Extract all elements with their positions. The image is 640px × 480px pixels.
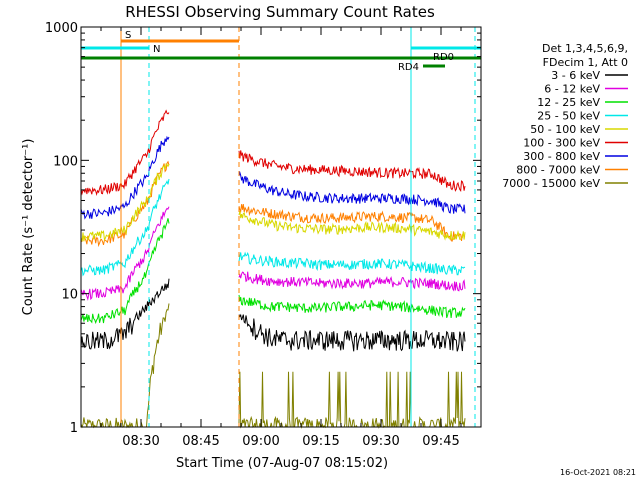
series-4-line [80, 178, 170, 277]
axes: 1 10 100 1000 08:30 08:45 09:00 09:15 09:30 09:45 [45, 21, 482, 449]
flag-label-rd0: RD0 [433, 52, 454, 63]
legend-header: FDecim 1, Att 0 [543, 56, 628, 69]
legend-entry-label: 300 - 800 keV [523, 150, 600, 163]
series-7 [80, 135, 466, 220]
series-1 [80, 278, 466, 352]
x-tick-label: 08:45 [182, 434, 219, 449]
series-7-line [80, 135, 170, 220]
series-1-line [80, 278, 170, 350]
series-8-line [80, 160, 170, 248]
legend-entry-label: 25 - 50 keV [537, 110, 600, 123]
legend-entry-label: 100 - 300 keV [523, 137, 600, 150]
series-1-line [238, 313, 466, 352]
chart-title: RHESSI Observing Summary Count Rates [125, 3, 435, 21]
x-tick-label: 09:00 [242, 434, 279, 449]
legend-header: Det 1,3,4,5,6,9, [542, 42, 628, 55]
series-4 [80, 178, 466, 277]
series-9-line [80, 303, 170, 429]
timestamp: 16-Oct-2021 08:21 [560, 468, 636, 477]
series-3-line [80, 218, 170, 325]
x-axis-label: Start Time (07-Aug-07 08:15:02) [176, 456, 388, 471]
series-3 [80, 218, 466, 325]
y-tick-label: 1000 [45, 21, 78, 36]
series-9 [80, 303, 466, 429]
series-5-line [238, 211, 466, 241]
x-tick-label: 09:15 [302, 434, 339, 449]
legend-entry-label: 800 - 7000 keV [516, 164, 600, 177]
series-6-line [238, 150, 466, 193]
y-tick-label: 1 [70, 421, 78, 436]
series-8-line [238, 204, 466, 243]
x-tick-label: 08:30 [122, 434, 159, 449]
series-7-line [238, 170, 466, 214]
flag-label-n: N [153, 44, 160, 55]
legend-entry-label: 6 - 12 keV [544, 83, 600, 96]
series-2 [80, 206, 466, 301]
series-6-line [80, 109, 170, 197]
legend-entry-label: 3 - 6 keV [551, 69, 600, 82]
series-3-line [238, 294, 466, 318]
flag-label-rd4: RD4 [398, 62, 419, 73]
y-tick-label: 100 [53, 154, 78, 169]
x-tick-label: 09:30 [362, 434, 399, 449]
series-2-line [238, 271, 466, 292]
series-6 [80, 109, 466, 197]
series-5-line [80, 163, 170, 242]
legend-entry-label: 12 - 25 keV [537, 96, 600, 109]
x-tick-label: 09:45 [422, 434, 459, 449]
plot-area: S N RD0 RD4 [80, 27, 481, 429]
y-axis-label: Count Rate (s⁻¹ detector⁻¹) [21, 139, 36, 316]
series-2-line [80, 206, 170, 301]
legend-entry-label: 7000 - 15000 keV [502, 177, 600, 190]
series-9-line [238, 371, 466, 429]
series-4-line [238, 251, 466, 276]
y-tick-label: 10 [61, 288, 78, 303]
legend-entry-label: 50 - 100 keV [530, 123, 600, 136]
legend: Det 1,3,4,5,6,9,FDecim 1, Att 03 - 6 keV… [502, 42, 628, 190]
plot-frame [80, 26, 482, 428]
flag-label-s: S [125, 30, 131, 41]
series-5 [80, 163, 466, 242]
